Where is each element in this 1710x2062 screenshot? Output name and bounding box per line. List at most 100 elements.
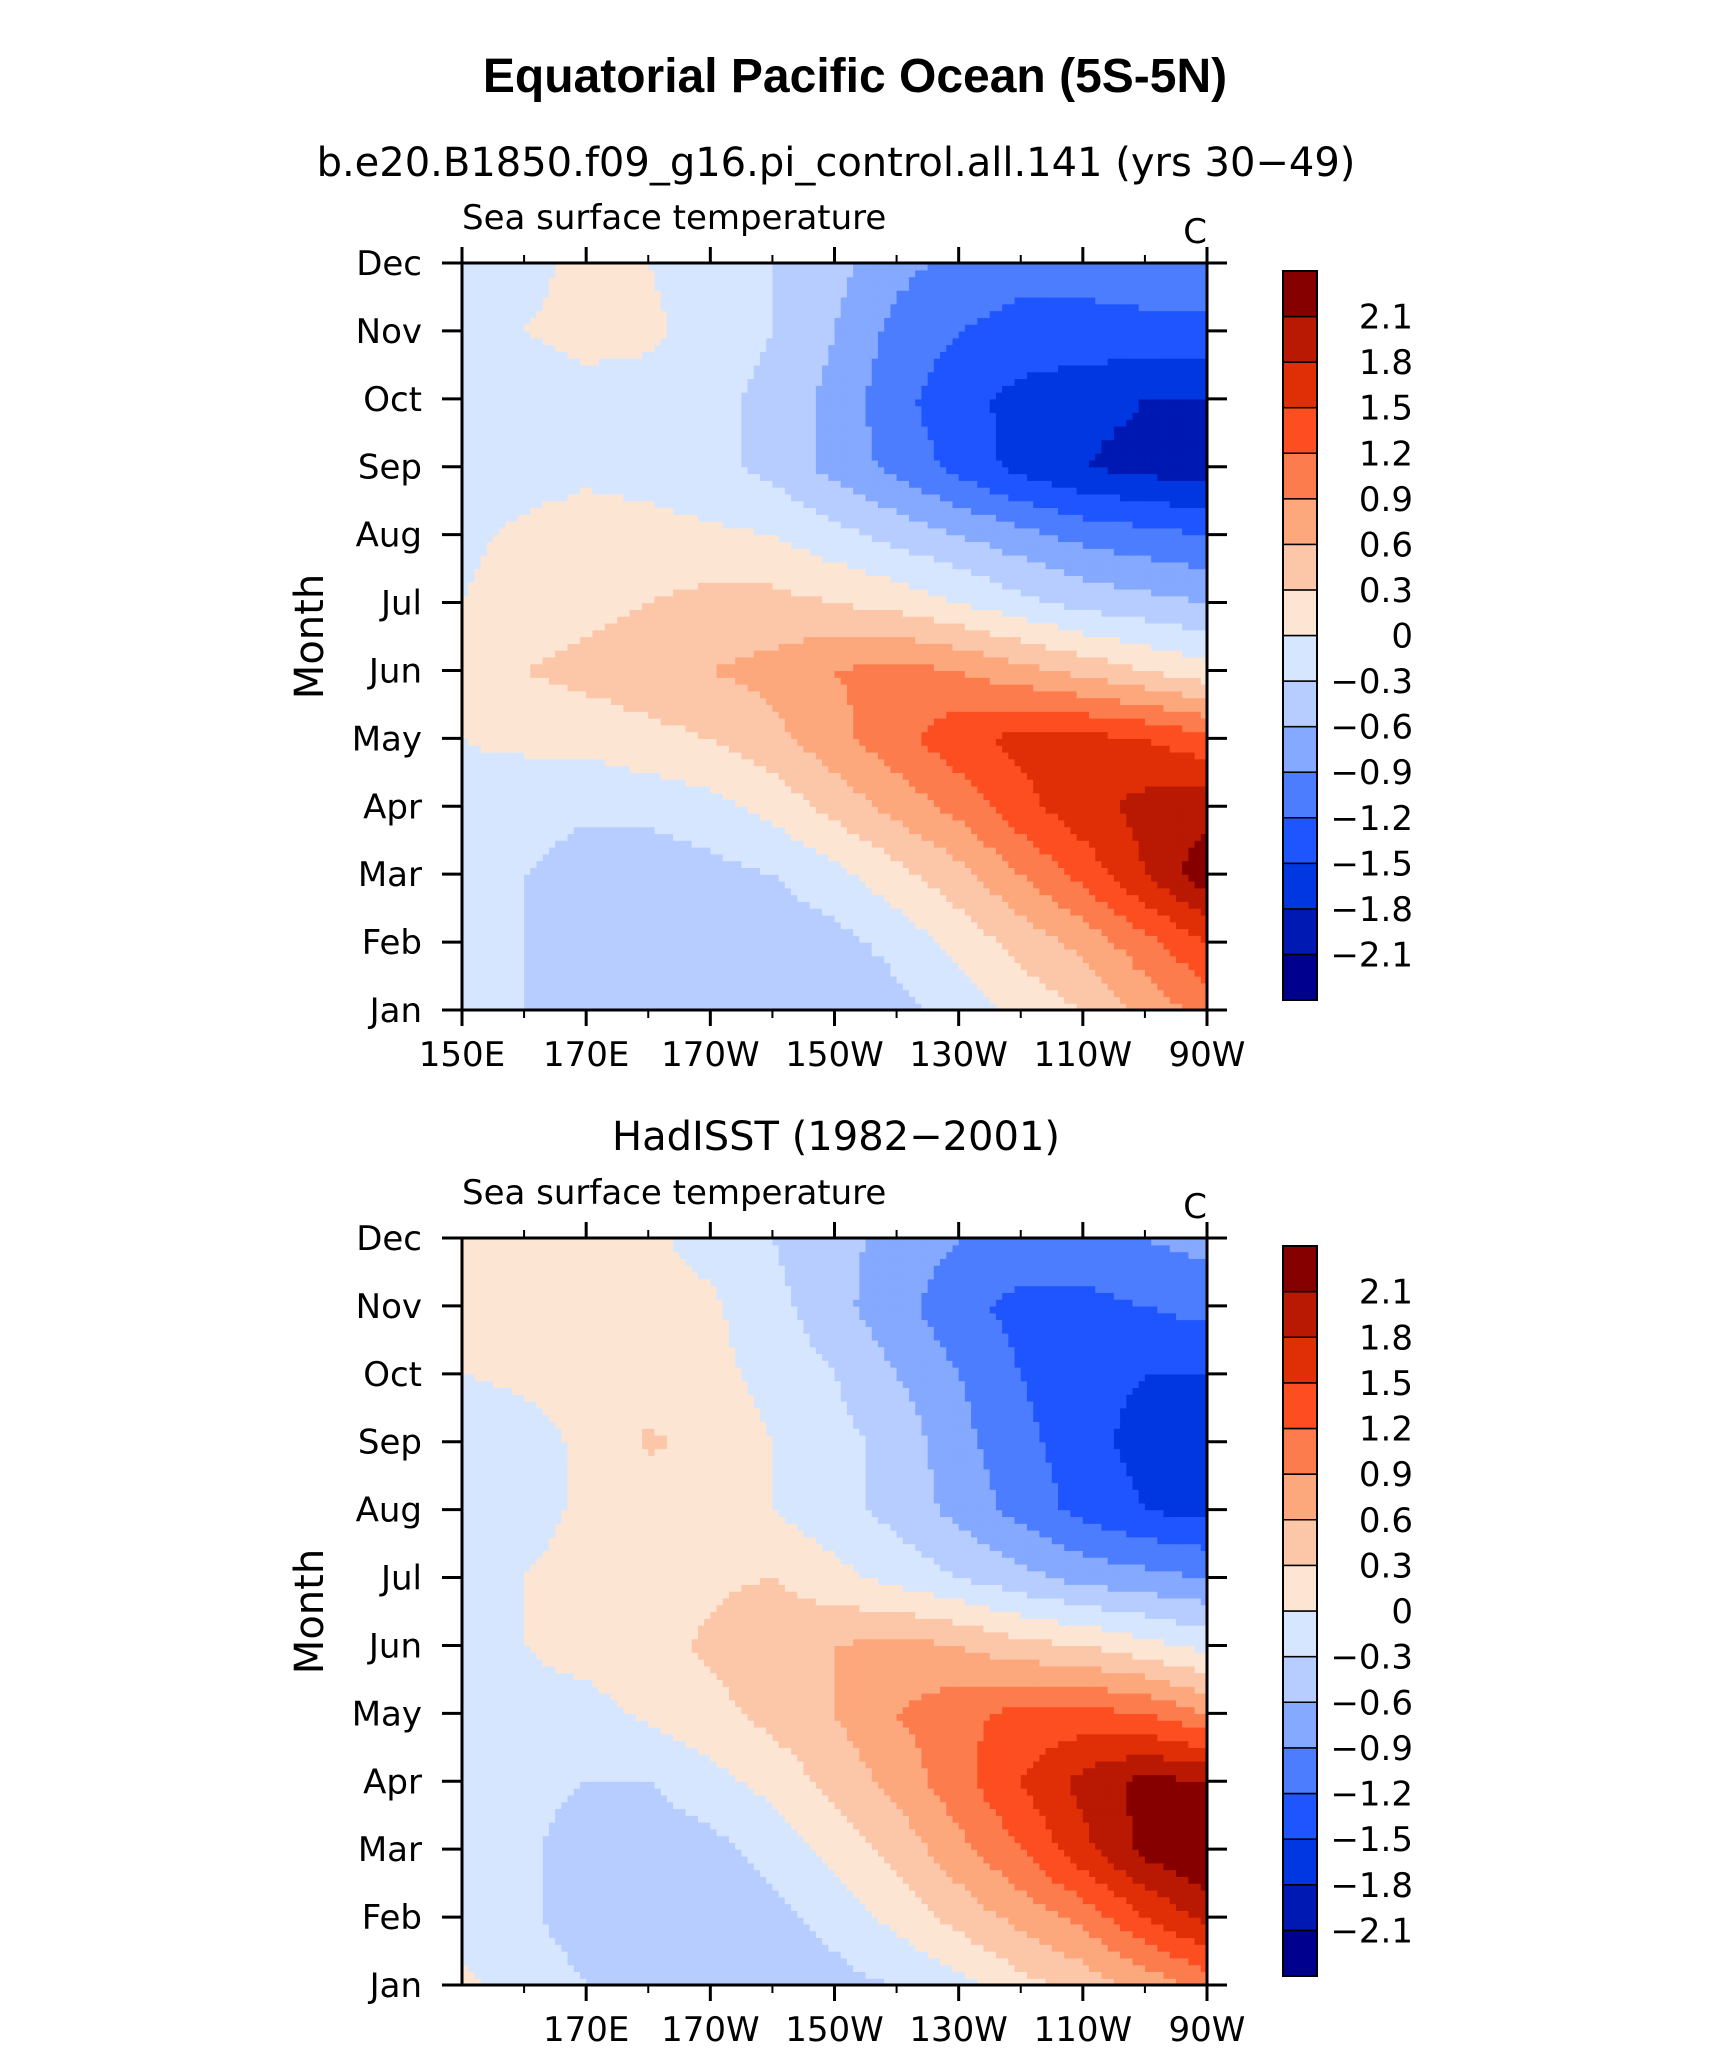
field-cell (877, 982, 885, 991)
field-cell (1113, 826, 1121, 835)
field-cell (1070, 982, 1078, 991)
field-cell (524, 779, 531, 787)
field-cell (846, 840, 854, 848)
field-cell (840, 826, 848, 835)
field-cell (511, 928, 519, 936)
field-cell (760, 976, 767, 984)
field-cell (1175, 996, 1183, 1004)
field-cell (815, 745, 823, 753)
field-cell (884, 928, 891, 936)
field-cell (840, 955, 848, 964)
field-cell (592, 751, 600, 760)
field-cell (1175, 847, 1183, 855)
field-cell (884, 792, 891, 801)
field-cell (611, 955, 618, 964)
field-cell (865, 935, 873, 943)
field-cell (1070, 1003, 1078, 1011)
field-cell (915, 819, 923, 828)
field-cell (617, 853, 625, 862)
field-cell (1151, 880, 1158, 889)
field-cell (716, 738, 724, 746)
field-cell (611, 819, 618, 828)
field-cell (1070, 765, 1078, 773)
field-cell (877, 935, 885, 943)
field-cell (1014, 948, 1022, 957)
field-cell (1138, 765, 1146, 773)
field-cell (909, 928, 916, 936)
field-cell (1039, 928, 1047, 936)
field-cell (573, 731, 581, 739)
field-cell (766, 962, 774, 970)
field-cell (933, 962, 941, 970)
field-cell (977, 731, 985, 739)
field-cell (846, 738, 854, 746)
field-cell (1132, 942, 1140, 950)
field-cell (890, 840, 898, 848)
field-cell (735, 880, 742, 889)
field-cell (977, 806, 985, 814)
field-cell (1175, 792, 1183, 801)
field-cell (555, 758, 562, 767)
field-cell (1039, 955, 1047, 964)
field-cell (871, 724, 879, 733)
field-cell (1157, 799, 1165, 807)
field-cell (1020, 833, 1028, 841)
field-cell (797, 738, 805, 746)
field-cell (530, 772, 538, 780)
field-cell (468, 745, 476, 753)
field-cell (946, 806, 954, 814)
field-cell (1175, 928, 1183, 936)
field-cell (822, 765, 829, 773)
field-cell (604, 935, 612, 943)
field-cell (586, 982, 593, 991)
field-cell (995, 792, 1003, 801)
field-cell (946, 779, 954, 787)
field-cell (561, 772, 569, 780)
field-cell (598, 880, 606, 889)
field-cell (486, 908, 494, 916)
field-cell (660, 887, 668, 896)
field-cell (679, 948, 687, 957)
field-cell (803, 962, 811, 970)
field-cell (679, 765, 687, 773)
field-cell (735, 894, 742, 902)
field-cell (1113, 799, 1121, 807)
field-cell (604, 853, 612, 862)
field-cell (648, 806, 656, 814)
field-cell (859, 887, 867, 896)
field-cell (890, 921, 898, 930)
field-cell (1089, 826, 1096, 835)
field-cell (468, 799, 476, 807)
field-cell (946, 751, 954, 760)
field-cell (902, 840, 910, 848)
field-cell (642, 745, 649, 753)
field-cell (710, 948, 718, 957)
field-cell (1089, 908, 1096, 916)
field-cell (741, 853, 749, 862)
field-cell (983, 792, 991, 801)
field-cell (666, 894, 674, 902)
field-cell (1157, 928, 1165, 936)
field-cell (964, 806, 972, 814)
field-cell (822, 982, 829, 991)
field-cell (834, 758, 842, 767)
field-cell (877, 874, 885, 882)
field-cell (915, 962, 923, 970)
field-cell (1076, 826, 1084, 835)
field-cell (505, 996, 513, 1004)
field-cell (592, 724, 600, 733)
field-cell (927, 860, 935, 868)
field-cell (884, 976, 891, 984)
field-cell (629, 942, 637, 950)
field-cell (1163, 745, 1171, 753)
field-cell (784, 860, 792, 868)
field-cell (1163, 914, 1171, 923)
field-cell (822, 914, 829, 923)
field-cell (1107, 799, 1115, 807)
field-cell (1120, 969, 1127, 977)
field-cell (548, 758, 556, 767)
field-cell (555, 887, 562, 896)
field-cell (1058, 785, 1065, 794)
field-cell (493, 806, 500, 814)
field-cell (1008, 840, 1016, 848)
